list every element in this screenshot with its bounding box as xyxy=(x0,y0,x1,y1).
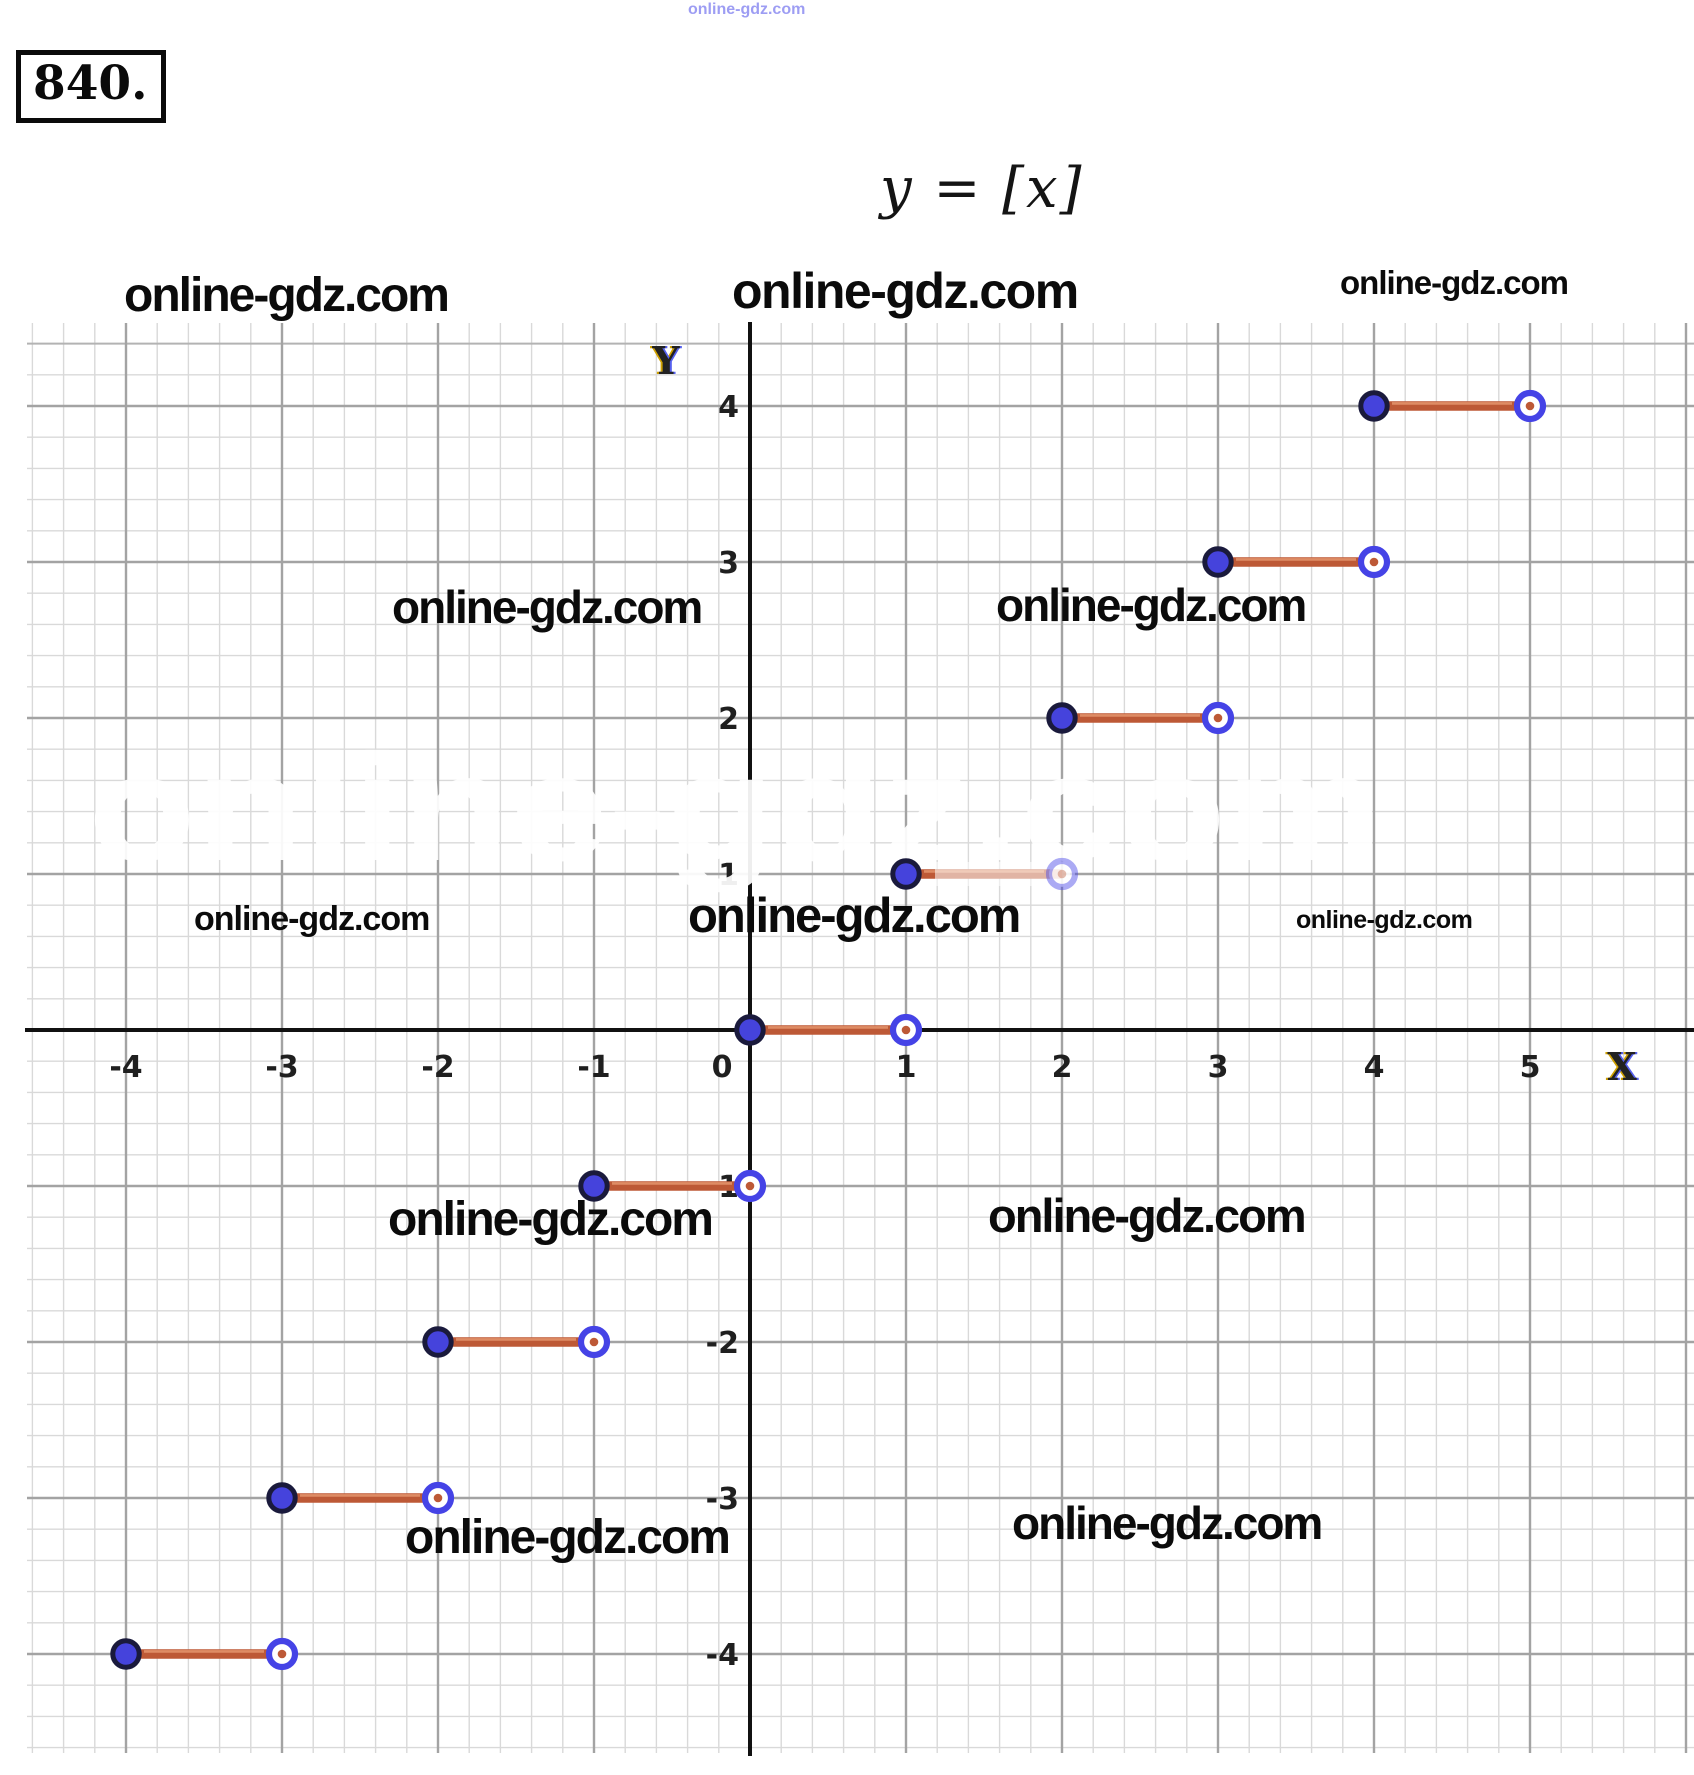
svg-text:0: 0 xyxy=(712,1050,733,1085)
watermark-text: online-gdz.com xyxy=(688,889,1021,943)
watermark-text: online-gdz.com xyxy=(124,269,450,322)
svg-text:2: 2 xyxy=(718,702,739,737)
svg-text:X: X xyxy=(1607,1044,1637,1089)
svg-text:1: 1 xyxy=(896,1050,917,1085)
svg-text:-2: -2 xyxy=(421,1050,454,1085)
watermark-text: online-gdz.com xyxy=(1012,1497,1323,1549)
svg-text:5: 5 xyxy=(1520,1050,1541,1085)
problem-number-box: 840. xyxy=(16,50,167,123)
watermark-white-giant: online-gdz.com xyxy=(88,723,1383,893)
watermark-text: online-gdz.com xyxy=(996,579,1307,631)
svg-text:-4: -4 xyxy=(109,1050,142,1085)
svg-text:-1: -1 xyxy=(577,1050,610,1085)
svg-text:X: X xyxy=(1605,1044,1635,1089)
watermark-top-tiny: online-gdz.com xyxy=(688,1,806,18)
watermark-text: online-gdz.com xyxy=(405,1511,731,1564)
svg-text:3: 3 xyxy=(718,546,739,581)
watermark-text: online-gdz.com xyxy=(732,263,1079,319)
svg-text:1: 1 xyxy=(718,858,739,893)
svg-text:-4: -4 xyxy=(706,1638,739,1673)
svg-text:3: 3 xyxy=(1208,1050,1229,1085)
svg-text:X: X xyxy=(1609,1044,1639,1089)
watermark-text: online-gdz.com xyxy=(194,900,430,938)
equation-title: y = [x] xyxy=(880,156,1084,221)
svg-text:4: 4 xyxy=(1364,1050,1385,1085)
svg-text:-3: -3 xyxy=(706,1482,739,1517)
watermark-text: online-gdz.com xyxy=(388,1193,714,1246)
svg-text:Y: Y xyxy=(653,338,682,383)
svg-text:4: 4 xyxy=(718,390,739,425)
svg-text:Y: Y xyxy=(649,338,678,383)
watermark-text: online-gdz.com xyxy=(392,581,703,633)
svg-text:2: 2 xyxy=(1052,1050,1073,1085)
svg-text:-2: -2 xyxy=(706,1326,739,1361)
svg-text:-3: -3 xyxy=(265,1050,298,1085)
watermark-text: online-gdz.com xyxy=(988,1189,1307,1242)
watermark-text: online-gdz.com xyxy=(1340,264,1569,301)
watermark-text: online-gdz.com xyxy=(1296,906,1473,934)
svg-text:Y: Y xyxy=(651,338,680,383)
